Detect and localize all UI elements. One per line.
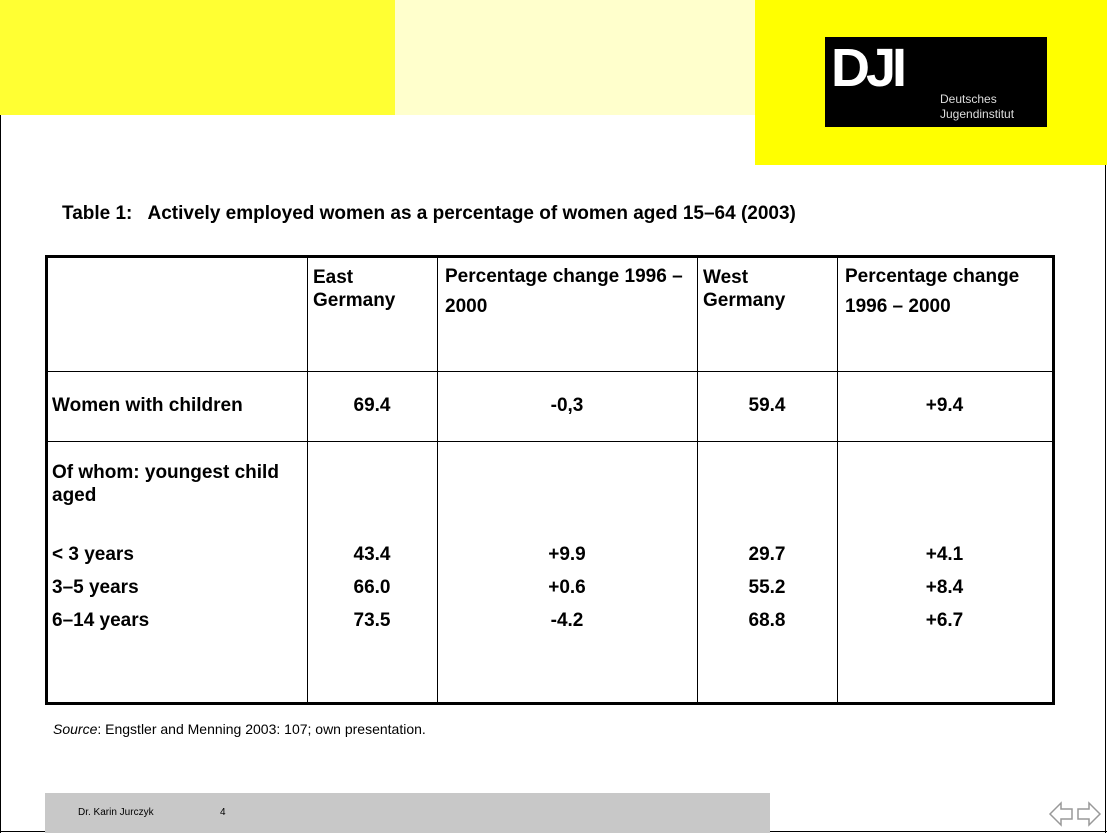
- slide-border-right: [1105, 165, 1106, 833]
- column-header: East Germany: [313, 267, 396, 311]
- header-band-middle: [395, 0, 755, 115]
- logo-line: Jugendinstitut: [940, 107, 1015, 121]
- row-label: < 3 years: [52, 544, 134, 565]
- table-cell: +6.7: [925, 610, 964, 631]
- table-cell: 66.0: [353, 577, 391, 598]
- source-label: Source: [53, 721, 98, 737]
- logo: DJI Deutsches Jugendinstitut: [825, 37, 1047, 127]
- nav-arrows: [1048, 801, 1102, 827]
- column-divider: [697, 258, 698, 702]
- footer-author: Dr. Karin Jurczyk: [78, 807, 154, 818]
- column-divider: [437, 258, 438, 702]
- column-header: Percentage change 1996 – 2000: [445, 266, 683, 317]
- source-text: : Engstler and Menning 2003: 107; own pr…: [97, 721, 426, 737]
- table-cell: 69.4: [353, 395, 391, 416]
- row-divider: [48, 371, 1052, 372]
- group-label: Of whom: youngest child aged: [52, 462, 279, 506]
- nav-next[interactable]: [1077, 801, 1102, 827]
- table-cell: +4.1: [925, 544, 964, 565]
- row-label: 6–14 years: [52, 610, 150, 631]
- table-cell: +0.6: [548, 577, 586, 598]
- table-cell: -0,3: [550, 395, 584, 416]
- table-cell: 73.5: [353, 610, 391, 631]
- column-divider: [837, 258, 838, 702]
- row-label: 3–5 years: [52, 577, 139, 598]
- footer-page: 4: [220, 807, 226, 818]
- header-band-left: [0, 0, 395, 115]
- table-cell: 55.2: [748, 577, 786, 598]
- logo-line: Deutsches: [940, 92, 997, 106]
- table-cell: -4.2: [550, 610, 584, 631]
- column-header: Percentage change 1996 – 2000: [845, 266, 1020, 317]
- column-header: West Germany: [703, 267, 786, 311]
- logo-mark: DJI: [831, 38, 907, 98]
- table-cell: 59.4: [748, 395, 786, 416]
- table-cell: 29.7: [748, 544, 786, 565]
- row-divider: [48, 441, 1052, 442]
- row-label: Women with children: [52, 395, 243, 416]
- slide-border-left: [0, 115, 1, 833]
- table-cell: +9.4: [925, 395, 964, 416]
- footer-bar: Dr. Karin Jurczyk 4: [45, 793, 770, 833]
- table-cell: 43.4: [353, 544, 391, 565]
- table-cell: +8.4: [925, 577, 964, 598]
- nav-prev[interactable]: [1048, 801, 1073, 827]
- table-cell: +9.9: [548, 544, 586, 565]
- title: Table 1: Actively employed women as a pe…: [62, 203, 796, 224]
- column-divider: [307, 258, 308, 702]
- source-note: Source: Engstler and Menning 2003: 107; …: [53, 721, 426, 737]
- table-cell: 68.8: [748, 610, 786, 631]
- table: East Germany Percentage change 1996 – 200…: [45, 255, 1055, 705]
